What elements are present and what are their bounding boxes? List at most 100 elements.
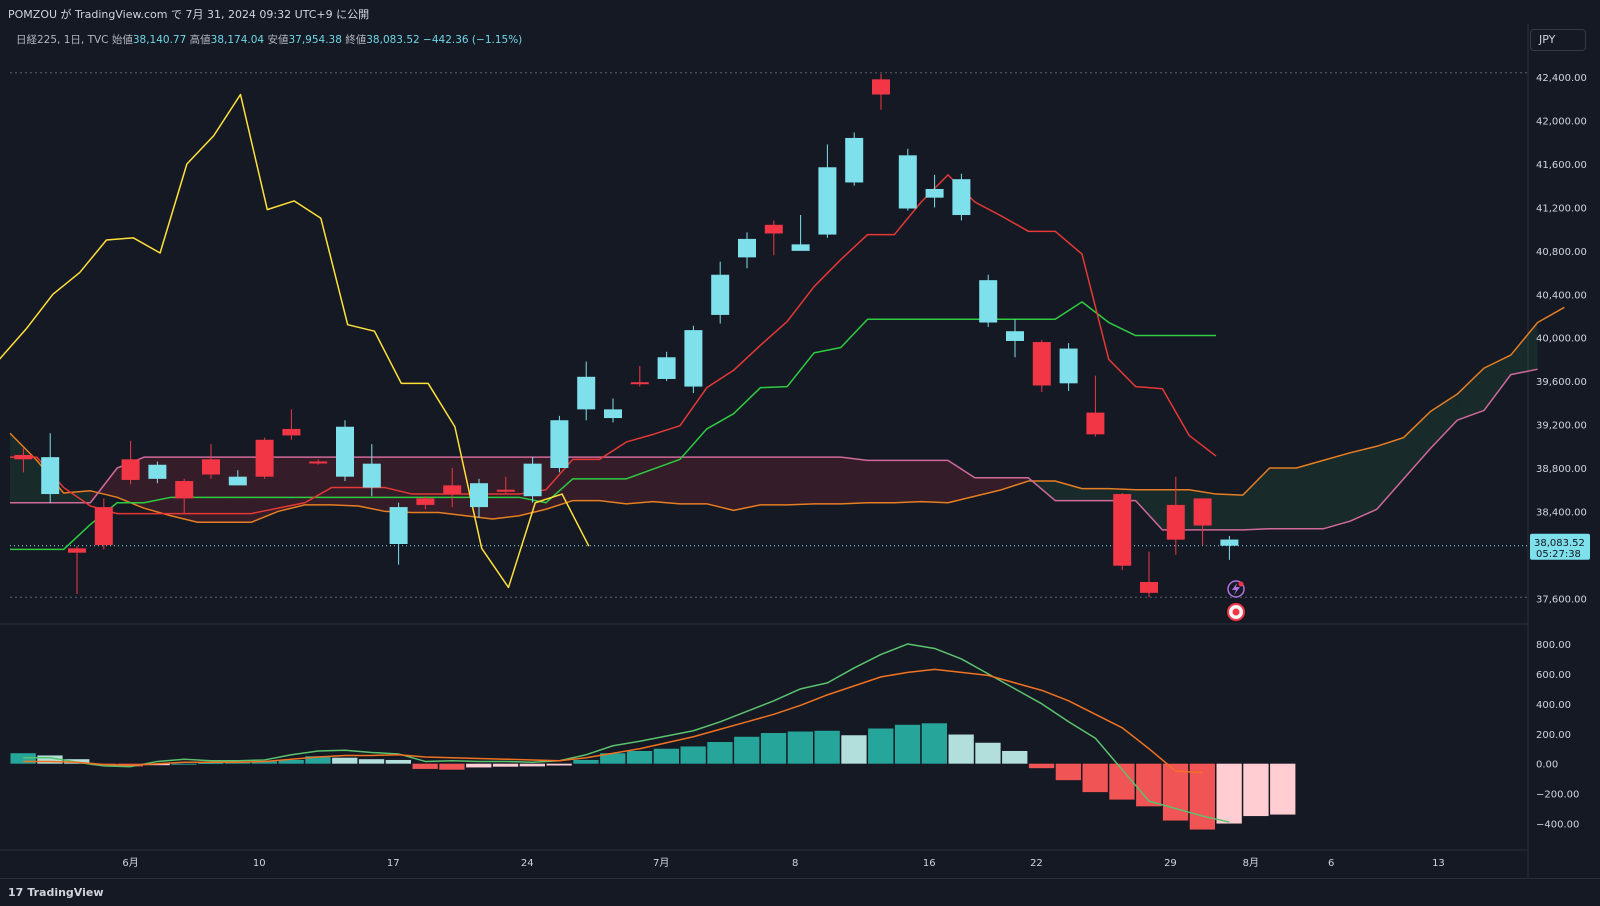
price-tick-label: 42,400.00: [1536, 73, 1587, 84]
candle-body: [202, 459, 220, 475]
candle: [309, 459, 328, 465]
candle: [738, 232, 756, 269]
macd-histogram-bar: [198, 762, 224, 764]
candle: [952, 173, 971, 221]
lightning-icon[interactable]: [1227, 580, 1245, 598]
candle-body: [764, 224, 783, 234]
candle: [818, 144, 837, 238]
macd-histogram-bar: [841, 735, 867, 764]
open-label: 始値: [111, 34, 133, 46]
candle: [1006, 319, 1024, 358]
candle: [523, 457, 542, 503]
macd-histogram-bar: [305, 756, 331, 764]
macd-pane: [10, 643, 1296, 830]
candle-body: [818, 167, 837, 235]
candle-body: [952, 179, 971, 216]
brand-name: TradingView: [27, 886, 104, 899]
candle-body: [872, 79, 890, 95]
candle: [94, 498, 113, 550]
time-tick-label: 8月: [1243, 857, 1259, 869]
price-tick-label: 38,800.00: [1536, 464, 1587, 475]
macd-histogram-bar: [1082, 763, 1108, 793]
macd-histogram-bar: [653, 748, 679, 764]
candle-body: [845, 137, 864, 183]
candle: [550, 415, 569, 473]
tradingview-logo[interactable]: 17 TradingView: [8, 886, 104, 899]
candle-body: [657, 357, 676, 379]
cloud-segment: [1082, 488, 1109, 501]
macd-histogram-bar: [466, 763, 492, 768]
candle: [1140, 551, 1158, 598]
macd-histogram-bar: [1002, 750, 1028, 764]
candle: [443, 468, 462, 508]
price-tick-label: 42,000.00: [1536, 117, 1587, 128]
candle-body: [309, 461, 328, 464]
cloud-segment: [1296, 460, 1324, 529]
candle: [1059, 343, 1078, 391]
high-value: 38,174.04: [210, 34, 265, 46]
grid: [0, 24, 1529, 878]
record-icon[interactable]: [1227, 603, 1245, 621]
macd-histogram-bar: [439, 763, 465, 770]
axes: 42,400.00 42,000.00 41,600.00 41,200.00 40,8…: [122, 73, 1590, 869]
macd-tick-label: 200.00: [1536, 730, 1571, 741]
price-tick-label: 40,400.00: [1536, 290, 1587, 301]
cloud-segment: [304, 457, 332, 505]
macd-histogram-bar: [814, 730, 840, 764]
cloud-segment: [706, 457, 734, 511]
candle-body: [550, 420, 569, 468]
candle: [1166, 476, 1185, 555]
candle-body: [362, 463, 381, 488]
candle: [255, 437, 274, 479]
macd-histogram-bar: [573, 759, 599, 764]
time-tick-label: 22: [1030, 858, 1043, 869]
indicator-lines: [0, 93, 1217, 589]
price-tick-label: 41,200.00: [1536, 203, 1587, 214]
candle-body: [121, 459, 140, 480]
candle-body: [1059, 348, 1078, 384]
macd-histogram-bar: [707, 741, 733, 764]
macd-line: [23, 643, 1230, 823]
candle-body: [496, 489, 515, 492]
candle: [1086, 375, 1105, 437]
cloud-segment: [1055, 481, 1082, 501]
cloud-segment: [653, 457, 680, 504]
time-tick-label: 17: [387, 858, 400, 869]
candle: [1193, 498, 1212, 546]
candle: [282, 409, 301, 440]
candle-body: [979, 280, 998, 323]
candle-body: [711, 274, 730, 315]
macd-signal-line: [23, 668, 1203, 774]
macd-tick-label: 600.00: [1536, 670, 1571, 681]
candle-body: [416, 498, 435, 505]
candle: [1032, 339, 1051, 392]
macd-histogram-bar: [171, 763, 197, 765]
macd-tick-label: −200.00: [1536, 790, 1579, 801]
candle-body: [1193, 498, 1212, 526]
candle-body: [41, 457, 60, 495]
candle-body: [1032, 342, 1051, 386]
currency-button[interactable]: JPY: [1530, 29, 1586, 51]
macd-histogram-bar: [760, 733, 787, 764]
candle-body: [282, 428, 301, 436]
candle-body: [443, 485, 462, 495]
candle: [1220, 535, 1239, 560]
macd-histogram-bar: [868, 728, 894, 764]
alert-icons[interactable]: [1227, 580, 1245, 621]
macd-tick-label: 800.00: [1536, 640, 1571, 651]
candle: [604, 398, 622, 423]
candle-body: [684, 330, 703, 387]
cloud-segment: [1135, 489, 1163, 530]
chart-canvas[interactable]: 42,400.00 42,000.00 41,600.00 41,200.00 40,8…: [0, 0, 1600, 878]
macd-histogram-bar: [1270, 763, 1296, 815]
candle: [845, 132, 864, 186]
candle: [657, 351, 676, 382]
macd-histogram-bar: [37, 755, 63, 764]
macd-histogram-bar: [921, 723, 947, 764]
macd-tick-label: 400.00: [1536, 700, 1571, 711]
candle-body: [925, 188, 944, 198]
price-tick-label: 37,600.00: [1536, 594, 1587, 605]
candle: [336, 420, 354, 482]
cloud-segment: [787, 457, 814, 505]
candle-body: [68, 548, 86, 553]
